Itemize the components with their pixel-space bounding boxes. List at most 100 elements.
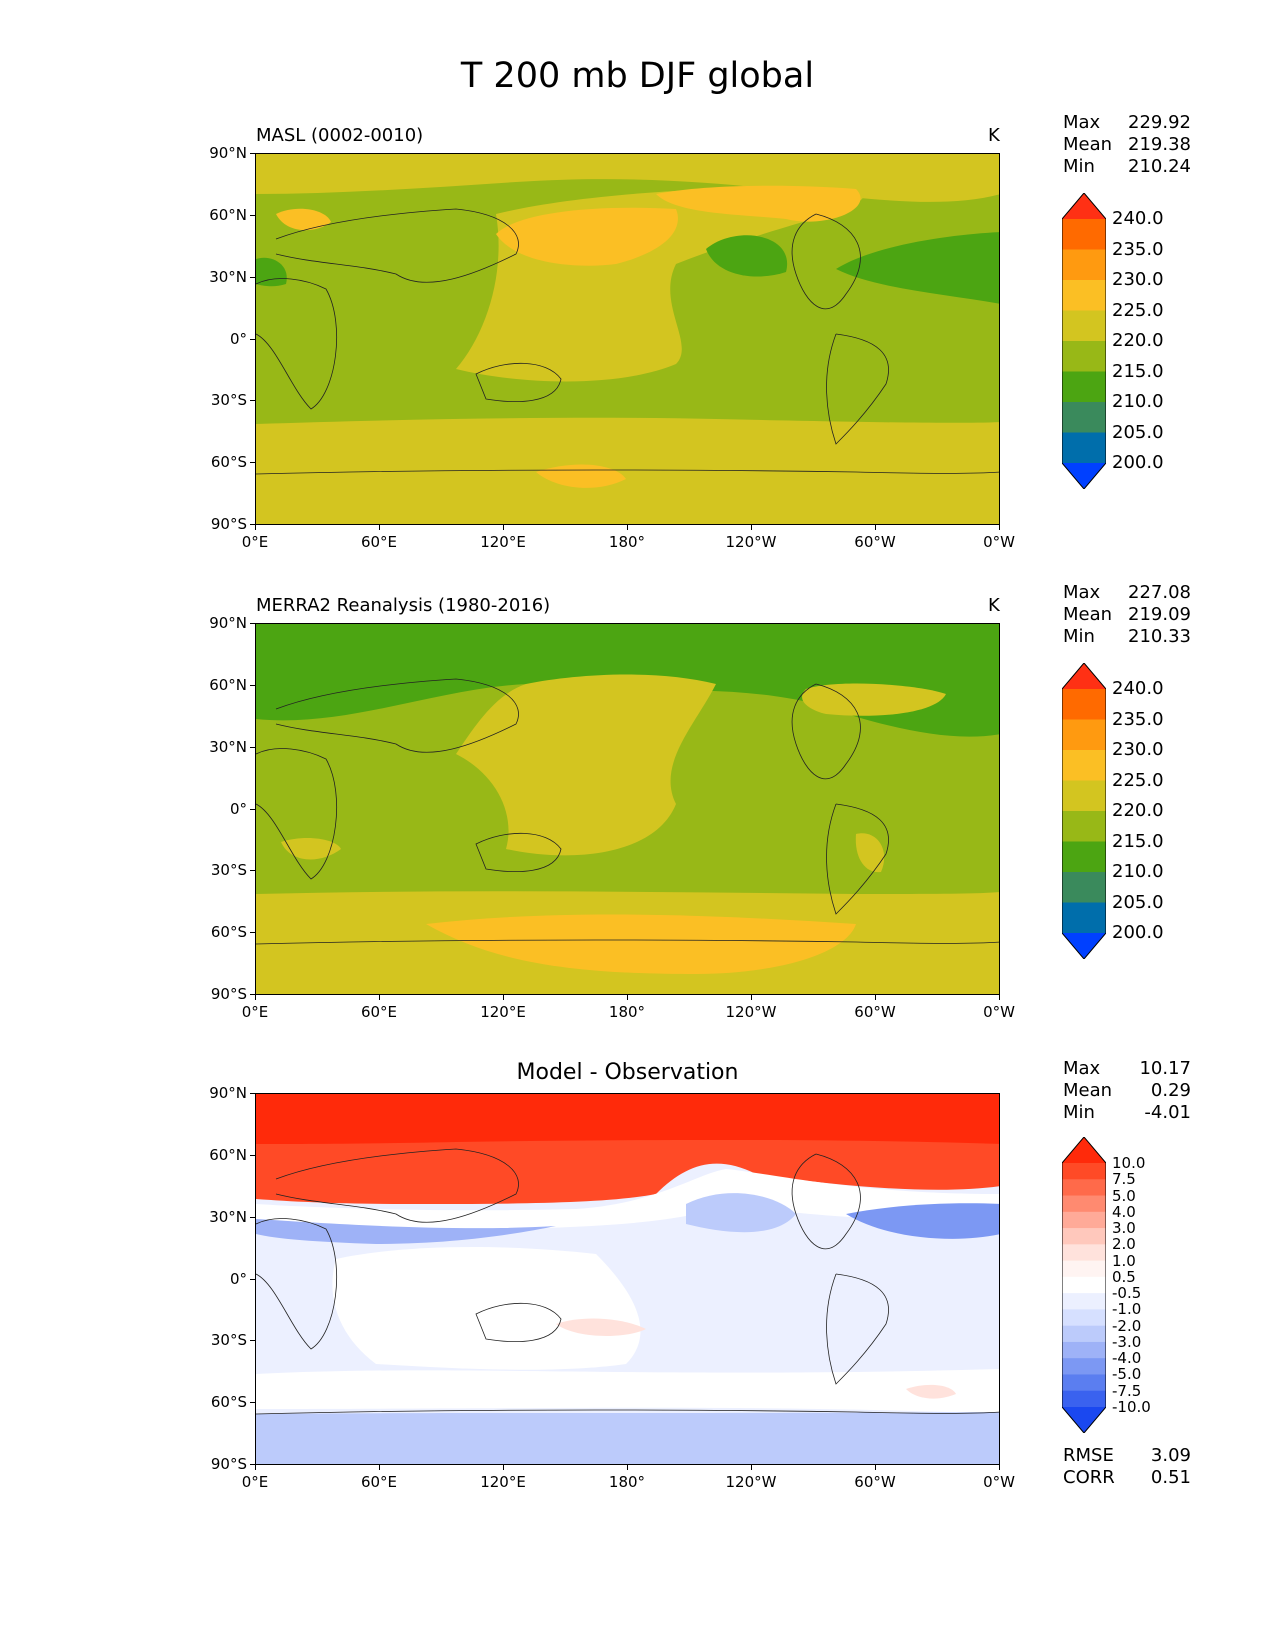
- units-label: K: [988, 595, 1000, 616]
- x-tick-label: 0°E: [241, 1473, 269, 1491]
- colorbar-segment: [1062, 310, 1106, 342]
- fill-negative-antarctica: [256, 1412, 999, 1464]
- y-tick-label: 30°S: [210, 861, 247, 880]
- panel-model: MASL (0002-0010) K: [0, 0, 1275, 551]
- colorbar-segment: [1062, 219, 1106, 250]
- x-tick-label: 120°W: [725, 533, 777, 551]
- colorbar-segment: [1062, 689, 1106, 720]
- fill-220-225-south: [256, 417, 999, 524]
- y-tick: [250, 1154, 255, 1156]
- x-tick-label: 0°W: [983, 1473, 1015, 1491]
- x-tick-label: 60°W: [854, 1003, 896, 1021]
- colorbar-tick-label: 205.0: [1112, 891, 1164, 913]
- y-tick: [250, 623, 255, 624]
- x-tick: [875, 1465, 876, 1470]
- colorbar-segment: [1062, 1390, 1106, 1408]
- coastlines: [256, 678, 999, 945]
- colorbar-tick-label: 205.0: [1112, 421, 1164, 443]
- x-tick: [875, 995, 876, 1000]
- colorbar-segment: [1062, 841, 1106, 873]
- x-tick: [255, 525, 256, 530]
- x-tick-label: 0°E: [241, 533, 269, 551]
- x-tick: [999, 1465, 1000, 1470]
- y-tick: [250, 524, 255, 525]
- x-tick: [503, 1465, 504, 1470]
- colorbar-cap-top: [1062, 1137, 1106, 1163]
- colorbar-tick-label: 210.0: [1112, 391, 1164, 412]
- fill-210-215-africa: [256, 257, 287, 287]
- colorbar-cap-top: [1062, 663, 1106, 689]
- x-tick: [255, 1465, 256, 1470]
- colorbar-tick-label: 240.0: [1112, 678, 1164, 699]
- fill-225-230-canada: [656, 185, 861, 222]
- y-tick: [250, 214, 255, 216]
- colorbar-segment: [1062, 1325, 1106, 1343]
- x-tick-label: 60°E: [360, 1473, 398, 1491]
- x-tick-label: 120°E: [480, 533, 526, 551]
- x-tick-label: 60°W: [854, 533, 896, 551]
- fill-220-225-safrica: [281, 838, 341, 860]
- colorbar-tick-label: 225.0: [1112, 769, 1164, 791]
- x-tick-label: 0°W: [983, 1003, 1015, 1021]
- x-tick-label: 180°: [608, 1003, 646, 1021]
- x-tick: [999, 995, 1000, 1000]
- colorbar-segment: [1062, 341, 1106, 372]
- colorbar-segment: [1062, 1293, 1106, 1310]
- fill-near-zero-band: [256, 1169, 999, 1229]
- stats-model: Max 229.92 Mean 219.38 Min 210.24: [1063, 112, 1191, 178]
- colorbar-model: [1061, 192, 1107, 493]
- stat-mean: Mean 219.09: [1063, 604, 1191, 625]
- colorbar-segment: [1062, 1260, 1106, 1278]
- fill-negative-asia: [256, 1219, 556, 1244]
- fill-225-230-south: [426, 914, 856, 974]
- stat-min: Min 210.33: [1063, 626, 1191, 647]
- y-tick: [250, 870, 255, 872]
- x-tick-label: 180°: [608, 1473, 646, 1491]
- colorbar-tick-label: -3.0: [1112, 1332, 1142, 1351]
- map-model: [255, 153, 1000, 525]
- x-tick: [627, 995, 628, 1000]
- colorbar-tick-label: 5.0: [1112, 1186, 1136, 1205]
- colorbar-tick-label: 225.0: [1112, 299, 1164, 321]
- colorbar-segment: [1062, 1163, 1106, 1180]
- y-tick: [250, 462, 255, 464]
- colorbar-segment: [1062, 402, 1106, 433]
- stat-max: Max 10.17: [1063, 1058, 1191, 1079]
- colorbar-segment: [1062, 780, 1106, 812]
- stats-obs: Max 227.08 Mean 219.09 Min 210.33: [1063, 582, 1191, 648]
- y-tick-label: 90°N: [209, 144, 247, 162]
- colorbar-segment: [1062, 432, 1106, 464]
- colorbar-tick-label: 220.0: [1112, 330, 1164, 351]
- x-tick: [999, 525, 1000, 530]
- colorbar-tick-label: 0.5: [1112, 1267, 1136, 1286]
- y-tick-label: 60°S: [210, 1393, 247, 1412]
- fill-strong-positive: [256, 1094, 999, 1144]
- x-tick: [379, 995, 380, 1000]
- y-tick: [250, 1278, 255, 1280]
- fill-near-zero-south: [256, 1369, 999, 1414]
- y-tick-label: 0°: [229, 329, 247, 348]
- colorbar-segment: [1062, 811, 1106, 842]
- x-tick: [503, 995, 504, 1000]
- stats-diff: Max 10.17 Mean 0.29 Min -4.01: [1063, 1058, 1191, 1124]
- panel-title: Model - Observation: [516, 1060, 739, 1085]
- colorbar-cap-top: [1062, 193, 1106, 219]
- y-tick: [250, 932, 255, 934]
- colorbar-tick-label: 210.0: [1112, 861, 1164, 882]
- y-tick: [250, 1093, 255, 1094]
- figure-title: T 200 mb DJF global: [460, 56, 815, 96]
- x-tick: [751, 995, 752, 1000]
- y-tick-label: 60°N: [209, 1145, 247, 1164]
- colorbar-tick-label: -0.5: [1112, 1284, 1142, 1303]
- colorbar-tick-label: 1.0: [1112, 1251, 1136, 1270]
- colorbar-tick-label: -4.0: [1112, 1349, 1142, 1368]
- y-tick: [250, 338, 255, 340]
- x-tick-label: 0°W: [983, 533, 1015, 551]
- stat-max: Max 229.92: [1063, 112, 1191, 133]
- colorbar-tick-label: 215.0: [1112, 360, 1164, 382]
- colorbar-segment: [1062, 1341, 1106, 1359]
- colorbar-tick-label: 10.0: [1112, 1154, 1146, 1172]
- colorbar-tick-label: 240.0: [1112, 208, 1164, 229]
- colorbar-segment: [1062, 1244, 1106, 1262]
- colorbar-segment: [1062, 1276, 1106, 1294]
